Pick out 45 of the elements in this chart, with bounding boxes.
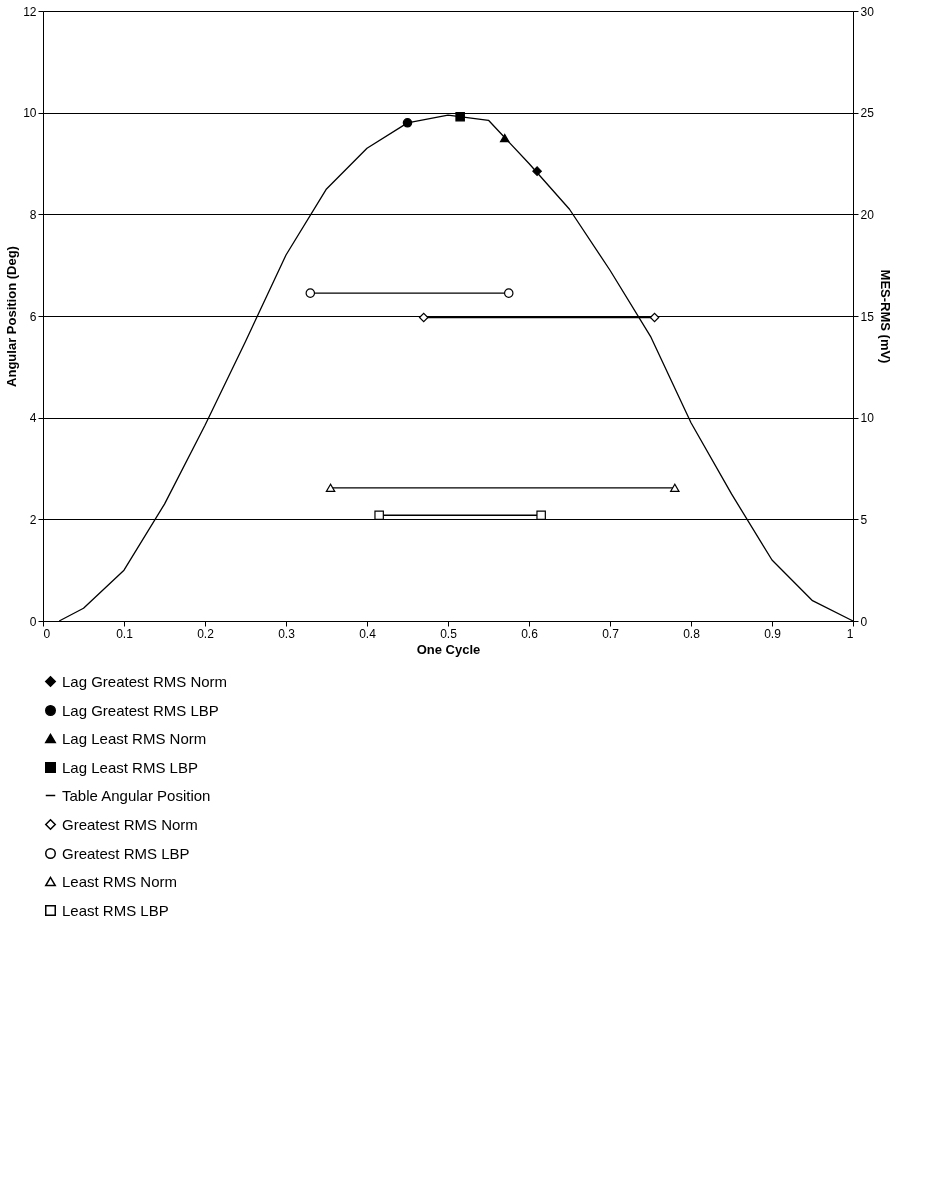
- x-tick-label: 0.7: [602, 626, 620, 641]
- legend-label: Least RMS LBP: [62, 901, 169, 919]
- point: [418, 312, 429, 323]
- point: [499, 133, 510, 143]
- x-tick-label: 0.8: [683, 626, 701, 641]
- point: [503, 288, 514, 298]
- y2-axis-title: MES-RMS (mV): [877, 269, 893, 364]
- x-tick-label: 1: [846, 626, 854, 641]
- y2-tick-label: 0: [860, 614, 868, 629]
- y2-tick-label: 20: [860, 207, 875, 222]
- x-tick-label: 0.9: [764, 626, 782, 641]
- y-tick-label: 6: [29, 309, 37, 324]
- point: [402, 118, 413, 128]
- legend-label: Lag Least RMS LBP: [62, 758, 198, 776]
- legend-label: Lag Greatest RMS LBP: [62, 701, 219, 719]
- legend-label: Least RMS Norm: [62, 872, 178, 890]
- y2-tick-label: 15: [860, 309, 875, 324]
- point: [305, 288, 316, 298]
- legend-label: Lag Least RMS Norm: [62, 729, 207, 747]
- y-tick-label: 12: [23, 4, 37, 19]
- x-axis-title: One Cycle: [416, 641, 481, 657]
- legend-label: Lag Greatest RMS Norm: [62, 672, 228, 690]
- y-axis-title: Angular Position (Deg): [4, 246, 20, 387]
- x-tick-label: 0.3: [278, 626, 296, 641]
- legend-label: Greatest RMS LBP: [62, 844, 190, 862]
- x-tick-label: 0.4: [359, 626, 377, 641]
- x-tick-label: 0.6: [521, 626, 539, 641]
- x-tick-label: 0: [43, 626, 51, 641]
- y-tick-label: 0: [29, 614, 37, 629]
- y2-tick-label: 25: [860, 106, 875, 121]
- x-tick-label: 0.5: [440, 626, 458, 641]
- point: [649, 312, 660, 323]
- y-tick-label: 8: [29, 207, 37, 222]
- y2-tick-label: 30: [860, 4, 875, 19]
- point: [455, 111, 465, 122]
- legend-label: Table Angular Position: [62, 786, 211, 804]
- x-tick-label: 0.1: [116, 626, 134, 641]
- y-tick-label: 10: [23, 106, 37, 121]
- y-tick-label: 2: [29, 512, 37, 527]
- x-tick-label: 0.2: [197, 626, 215, 641]
- point: [532, 166, 542, 176]
- legend-label: Greatest RMS Norm: [62, 815, 198, 833]
- y2-tick-label: 5: [860, 512, 868, 527]
- y-tick-label: 4: [29, 411, 37, 426]
- y2-tick-label: 10: [860, 411, 875, 426]
